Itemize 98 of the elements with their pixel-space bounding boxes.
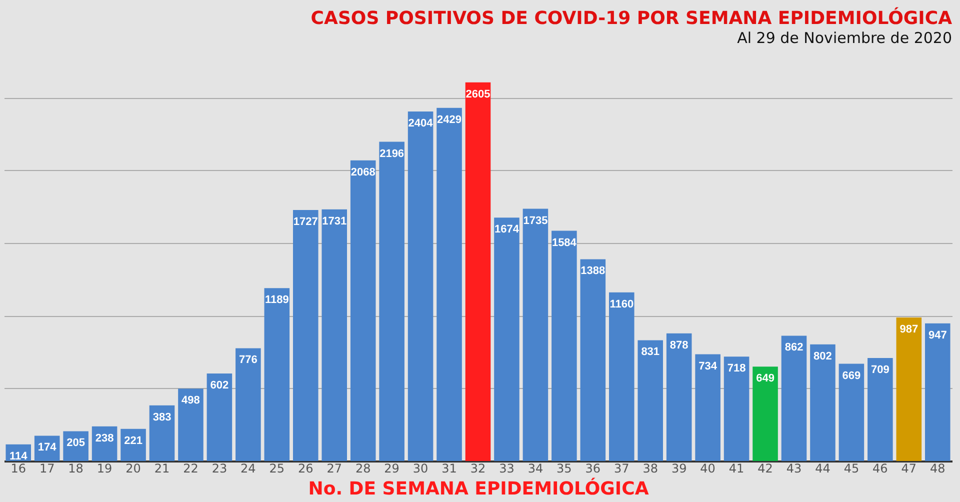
x-tick-label: 48 (930, 462, 946, 476)
data-label: 2196 (380, 148, 404, 160)
x-tick-label: 24 (240, 462, 256, 476)
bar (752, 366, 778, 461)
bar (178, 388, 204, 461)
bar (292, 210, 318, 461)
x-tick-label: 26 (298, 462, 314, 476)
bar (724, 356, 750, 461)
data-label: 1731 (322, 215, 347, 228)
x-tick-label: 19 (96, 462, 112, 476)
data-label: 602 (210, 379, 229, 392)
bar (781, 336, 807, 461)
bar (896, 318, 922, 461)
bar (322, 209, 348, 461)
x-tick-label: 42 (758, 462, 773, 476)
data-label: 2068 (350, 166, 376, 178)
data-label: 1388 (580, 265, 606, 278)
bar (838, 364, 864, 461)
x-tick-label: 27 (326, 462, 342, 476)
data-label: 947 (928, 329, 947, 342)
bar (494, 218, 520, 461)
data-label: 669 (842, 370, 861, 382)
data-label: 1674 (494, 224, 520, 236)
x-tick-label: 18 (68, 462, 84, 476)
x-tick-label: 37 (614, 462, 630, 476)
x-axis-title: No. DE SEMANA EPIDEMIOLÓGICA (308, 478, 649, 500)
data-label: 383 (152, 411, 172, 424)
x-tick-label: 22 (183, 462, 198, 476)
x-tick-label: 47 (901, 462, 917, 476)
data-label: 987 (900, 324, 918, 336)
x-tick-label: 29 (384, 462, 400, 476)
x-tick-label: 36 (585, 462, 601, 476)
bar (120, 428, 146, 461)
bar (236, 348, 261, 461)
data-label: 1584 (552, 236, 578, 249)
x-tick-label: 34 (528, 462, 544, 476)
x-tick-label: 30 (412, 462, 428, 476)
data-label: 649 (756, 372, 774, 385)
bar (350, 160, 376, 461)
data-label: 2429 (437, 114, 462, 126)
data-label: 878 (670, 339, 688, 352)
data-label: 831 (641, 346, 660, 358)
data-label: 718 (727, 362, 746, 375)
x-tick-label: 23 (212, 462, 228, 476)
data-label: 114 (9, 450, 28, 462)
bar (924, 323, 950, 461)
data-label: 2605 (466, 88, 490, 100)
bar (149, 405, 175, 461)
data-label: 498 (182, 394, 200, 407)
x-tick-label: 17 (39, 462, 55, 476)
data-label: 709 (871, 364, 890, 376)
x-tick-label: 46 (872, 462, 888, 476)
data-label: 734 (698, 360, 718, 372)
bar (408, 112, 434, 461)
chart-title: CASOS POSITIVOS DE COVID-19 POR SEMANA EPIDEMIOLÓGICA (310, 7, 952, 29)
x-tick-label: 39 (671, 462, 687, 476)
data-label: 174 (38, 442, 58, 454)
bar (580, 259, 606, 461)
bar (810, 344, 836, 461)
x-tick-label: 20 (126, 462, 141, 476)
x-tick-label: 33 (499, 462, 514, 476)
bar (206, 373, 232, 461)
x-tick-label: 41 (728, 462, 744, 476)
data-label: 238 (95, 432, 114, 444)
bar (379, 142, 404, 461)
bar (522, 208, 548, 461)
data-label: 1189 (264, 294, 289, 306)
bar (695, 354, 720, 461)
bar (868, 358, 893, 461)
data-label: 862 (784, 342, 804, 354)
x-tick-label: 16 (10, 462, 26, 476)
data-label: 802 (814, 350, 832, 362)
bar (638, 340, 664, 461)
data-label: 205 (66, 437, 85, 450)
x-tick-label: 28 (355, 462, 371, 476)
data-label: 776 (239, 354, 258, 366)
bar (608, 292, 634, 461)
x-tick-label: 31 (442, 462, 457, 476)
x-tick-label: 35 (556, 462, 572, 476)
data-label: 1735 (523, 214, 548, 227)
bar (666, 333, 692, 461)
bar (465, 82, 491, 461)
chart-subtitle: Al 29 de Noviembre de 2020 (737, 29, 952, 47)
x-tick-label: 32 (470, 462, 486, 476)
x-tick-label: 38 (642, 462, 658, 476)
bar (264, 288, 290, 461)
x-tick-label: 40 (700, 462, 716, 476)
data-label: 1160 (610, 298, 634, 310)
x-tick-label: 25 (269, 462, 285, 476)
x-tick-label: 44 (815, 462, 830, 476)
x-tick-label: 43 (786, 462, 802, 476)
data-label: 1727 (293, 216, 318, 228)
x-tick-label: 45 (844, 462, 860, 476)
bar (436, 108, 462, 461)
bar (552, 230, 577, 461)
x-tick-label: 21 (154, 462, 170, 476)
data-label: 221 (124, 434, 142, 447)
data-label: 2404 (408, 118, 434, 130)
